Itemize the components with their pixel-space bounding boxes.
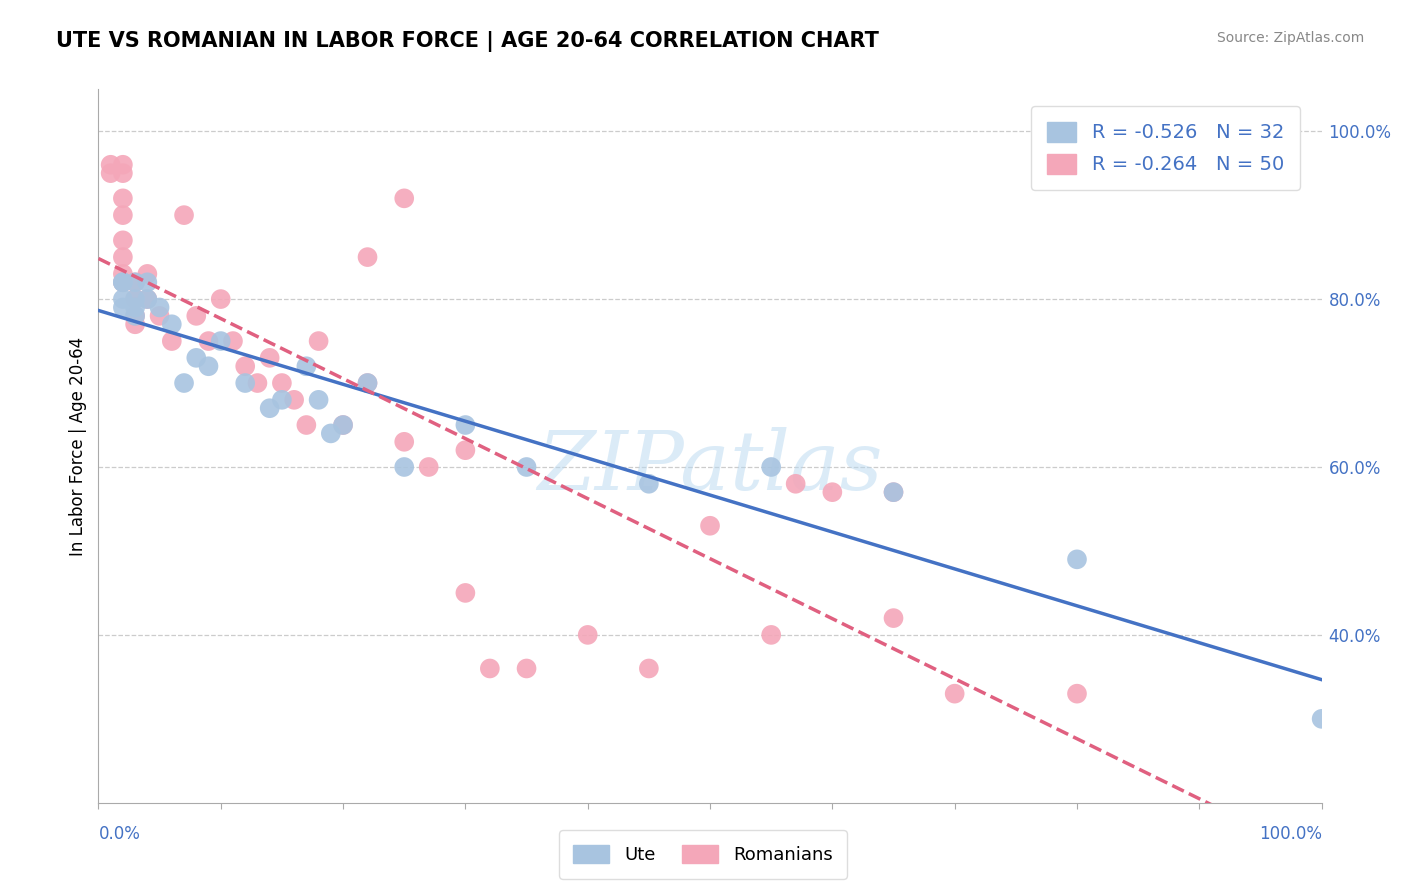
Point (308, 334, 330, 348)
Point (356, 250, 378, 264)
Point (111, 158, 134, 172)
Point (111, 233, 134, 247)
Text: ZIPatlas: ZIPatlas (537, 427, 883, 508)
Point (270, 392, 294, 407)
Point (883, 485, 905, 500)
Point (124, 292, 146, 306)
Point (173, 208, 195, 222)
Point (576, 628, 599, 642)
Text: 0.0%: 0.0% (98, 825, 141, 843)
Point (883, 611, 905, 625)
Point (319, 426, 342, 441)
Point (111, 275, 134, 289)
Point (124, 309, 146, 323)
Point (111, 250, 134, 264)
Point (332, 417, 354, 432)
Point (392, 460, 416, 475)
Point (283, 392, 305, 407)
Point (515, 460, 537, 475)
Point (821, 485, 844, 500)
Point (111, 275, 134, 289)
Point (149, 301, 172, 315)
Point (1066, 687, 1088, 701)
Point (883, 485, 905, 500)
Point (761, 460, 783, 475)
Point (100, 158, 122, 172)
Point (761, 628, 783, 642)
Point (209, 334, 232, 348)
Point (124, 309, 146, 323)
Point (124, 275, 146, 289)
Point (454, 443, 477, 458)
Point (295, 417, 318, 432)
Point (270, 376, 294, 390)
Point (209, 292, 232, 306)
Point (111, 292, 134, 306)
Point (186, 351, 208, 365)
Point (136, 292, 159, 306)
Point (111, 166, 134, 180)
Point (222, 334, 245, 348)
Text: UTE VS ROMANIAN IN LABOR FORCE | AGE 20-64 CORRELATION CHART: UTE VS ROMANIAN IN LABOR FORCE | AGE 20-… (56, 31, 879, 53)
Point (173, 376, 195, 390)
Point (149, 309, 172, 323)
Point (332, 417, 354, 432)
Text: Source: ZipAtlas.com: Source: ZipAtlas.com (1216, 31, 1364, 45)
Point (100, 166, 122, 180)
Point (392, 191, 416, 205)
Point (478, 661, 501, 675)
Point (699, 518, 721, 533)
Point (454, 417, 477, 432)
Point (1066, 552, 1088, 566)
Point (295, 359, 318, 374)
Text: 100.0%: 100.0% (1258, 825, 1322, 843)
Point (943, 687, 966, 701)
Point (186, 309, 208, 323)
Point (136, 292, 159, 306)
Point (392, 434, 416, 449)
Point (111, 275, 134, 289)
Point (356, 376, 378, 390)
Point (785, 476, 807, 491)
Point (1310, 712, 1333, 726)
Legend: R = -0.526   N = 32, R = -0.264   N = 50: R = -0.526 N = 32, R = -0.264 N = 50 (1032, 106, 1299, 190)
Point (638, 661, 661, 675)
Point (136, 267, 159, 281)
Point (160, 334, 183, 348)
Point (638, 476, 661, 491)
Point (259, 401, 281, 416)
Point (136, 275, 159, 289)
Legend: Ute, Romanians: Ute, Romanians (560, 830, 846, 879)
Point (233, 376, 256, 390)
Point (124, 275, 146, 289)
Point (454, 586, 477, 600)
Point (197, 359, 219, 374)
Point (124, 292, 146, 306)
Point (515, 661, 537, 675)
Point (111, 191, 134, 205)
Point (418, 460, 440, 475)
Point (111, 208, 134, 222)
Y-axis label: In Labor Force | Age 20-64: In Labor Force | Age 20-64 (69, 336, 87, 556)
Point (111, 301, 134, 315)
Point (111, 267, 134, 281)
Point (160, 318, 183, 332)
Point (124, 318, 146, 332)
Point (259, 351, 281, 365)
Point (197, 334, 219, 348)
Point (308, 392, 330, 407)
Point (233, 359, 256, 374)
Point (124, 301, 146, 315)
Point (246, 376, 269, 390)
Point (356, 376, 378, 390)
